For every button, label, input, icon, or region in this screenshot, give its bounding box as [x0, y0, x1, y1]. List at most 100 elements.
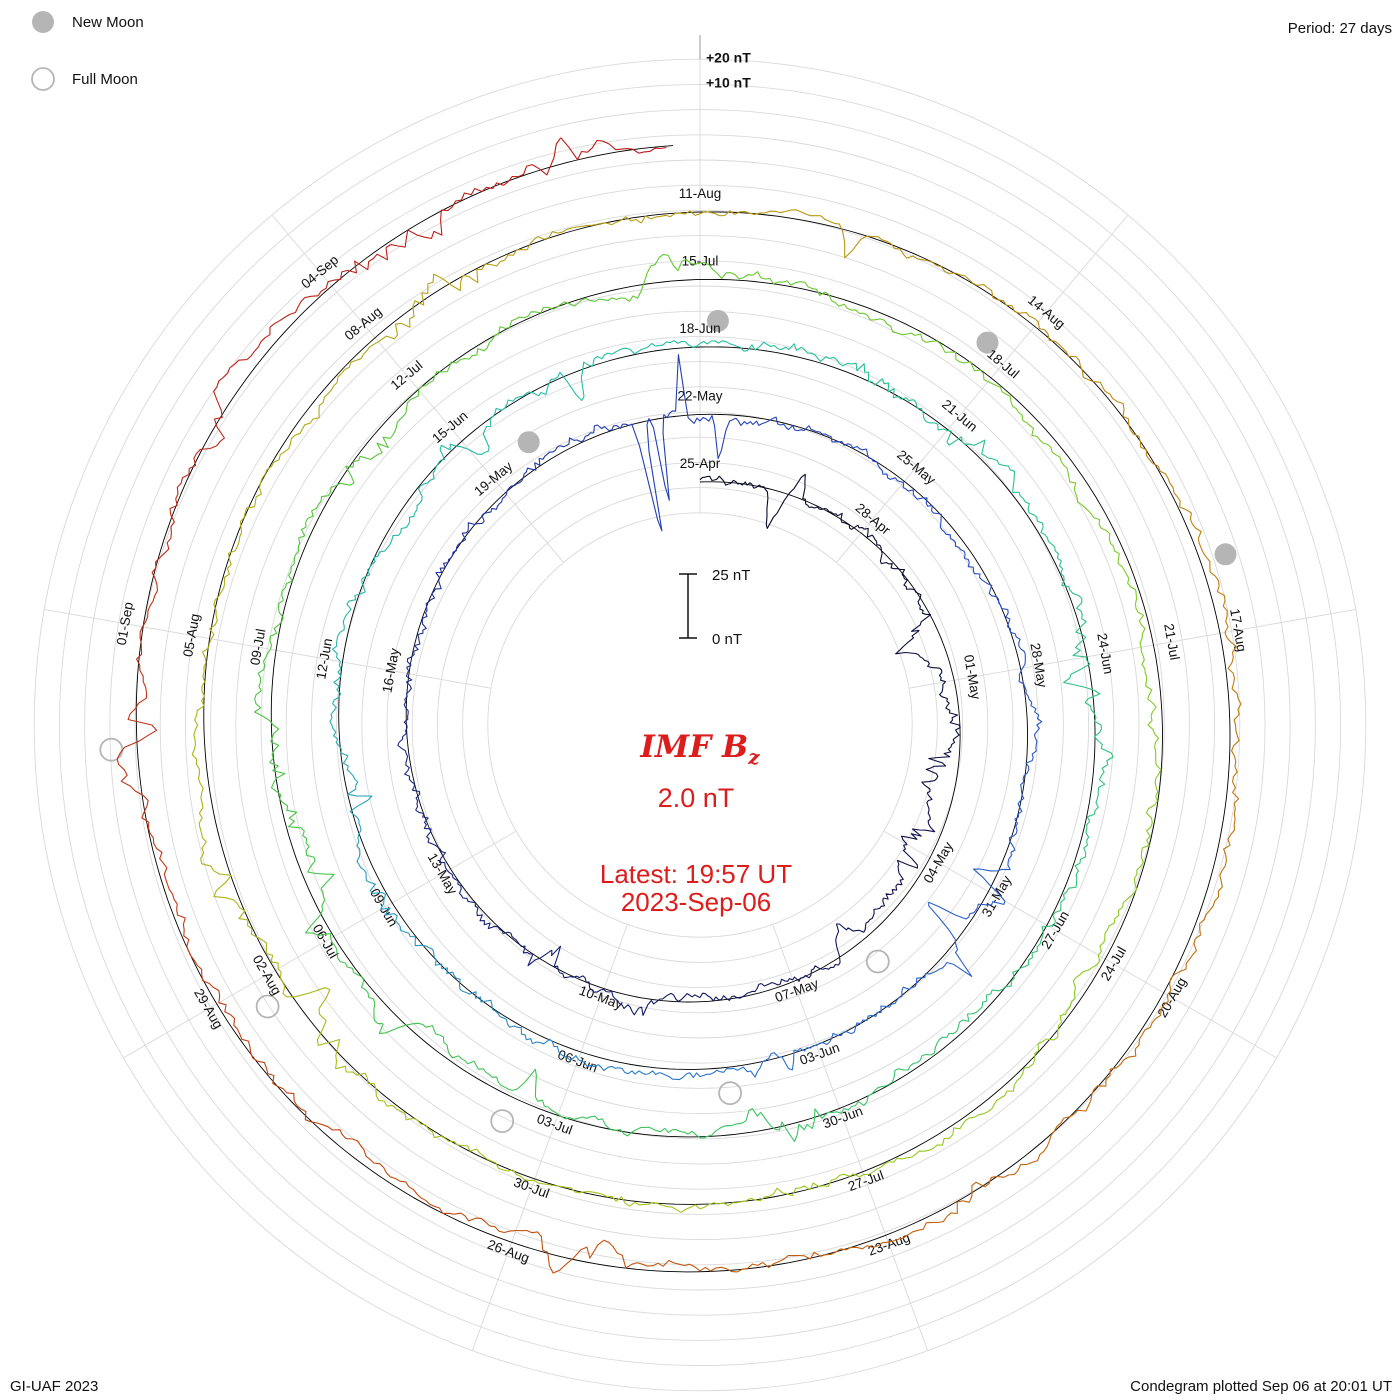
date-label: 18-Jun	[679, 321, 720, 336]
bz-trace-segment	[1014, 781, 1025, 820]
bz-trace-segment	[593, 423, 630, 434]
bz-trace-segment	[191, 754, 204, 814]
bz-trace-segment	[1040, 526, 1063, 570]
bz-trace-segment	[475, 1065, 518, 1091]
bz-trace-segment	[833, 356, 873, 383]
bz-trace-segment	[1219, 819, 1236, 882]
chart-title-main: IMF B	[639, 729, 748, 765]
grid-circle	[109, 134, 1291, 1316]
bz-trace-segment	[218, 1002, 254, 1059]
bz-trace-segment	[946, 1175, 997, 1217]
bz-trace-segment	[841, 441, 874, 462]
bz-trace-segment	[776, 473, 810, 514]
new-moon-icon	[32, 11, 54, 33]
bz-trace-segment	[643, 1201, 701, 1213]
bz-trace-segment	[336, 341, 379, 383]
bz-trace-segment	[1122, 856, 1144, 908]
bz-trace-segment	[378, 300, 425, 343]
bz-trace-segment	[441, 967, 477, 995]
bz-trace-segment	[932, 261, 988, 289]
bz-trace-segment	[447, 870, 468, 899]
bz-trace-segment	[919, 1030, 958, 1061]
bz-trace-segment	[792, 965, 823, 982]
baseline-spiral	[135, 145, 1231, 1273]
bz-trace-segment	[901, 823, 936, 845]
date-label: 14-Aug	[1025, 292, 1068, 331]
spiral-baseline	[135, 145, 1231, 1273]
bz-trace-segment	[297, 504, 319, 552]
bz-trace-segment	[380, 907, 416, 938]
imf-bz-trace	[116, 137, 1242, 1274]
bz-trace-segment	[632, 146, 667, 154]
bz-trace-segment	[611, 342, 656, 355]
bz-trace-segment	[589, 1191, 645, 1207]
bz-trace-segment	[116, 758, 150, 823]
bz-trace-segment	[425, 572, 442, 608]
bz-trace-segment	[873, 460, 904, 483]
bz-trace-segment	[883, 872, 904, 900]
full-moon-marker	[865, 949, 890, 974]
grid-circle	[436, 461, 964, 989]
bz-trace-segment	[1134, 594, 1146, 648]
bz-trace-segment	[636, 1259, 701, 1272]
bz-trace-segment	[191, 695, 205, 755]
bz-trace-segment	[441, 182, 504, 212]
bz-trace-segment	[743, 341, 790, 352]
bz-trace-segment	[1140, 804, 1155, 858]
date-label: 09-Jul	[247, 628, 268, 667]
bz-trace-segment	[1081, 504, 1115, 547]
grid-circle	[159, 184, 1241, 1266]
bz-trace-segment	[406, 640, 421, 674]
bz-trace-segment	[301, 382, 338, 430]
date-label: 29-Aug	[191, 986, 226, 1031]
bz-trace-segment	[1231, 693, 1242, 757]
bz-trace-segment	[573, 975, 604, 993]
bz-trace-segment	[699, 992, 733, 1002]
date-label: 28-Apr	[853, 500, 894, 538]
bz-trace-segment	[699, 1262, 764, 1273]
bz-trace-segment	[962, 1090, 1008, 1125]
bz-trace-segment	[361, 545, 390, 580]
latest-time-line: Latest: 19:57 UT	[600, 859, 792, 889]
bz-trace-segment	[418, 359, 461, 391]
bz-trace-segment	[560, 137, 633, 161]
full-moon-icon	[31, 67, 55, 91]
full-moon-marker	[99, 737, 124, 762]
bz-trace-segment	[778, 1044, 817, 1071]
bz-trace-segment	[1224, 632, 1238, 695]
bz-trace-segment	[1070, 954, 1101, 1002]
bz-trace-segment	[896, 844, 919, 874]
bz-trace-segment	[1166, 938, 1197, 996]
bz-trace-segment	[853, 1005, 886, 1033]
bz-trace-segment	[1037, 1001, 1072, 1045]
date-label: 22-May	[677, 389, 722, 404]
bz-trace-segment	[646, 253, 701, 274]
credit-label: GI-UAF 2023	[10, 1378, 98, 1395]
bz-trace-segment	[398, 707, 409, 743]
bz-trace-segment	[699, 210, 761, 217]
bz-trace-segment	[956, 995, 988, 1032]
bz-trace-segment	[948, 710, 961, 741]
bz-trace-segment	[1037, 321, 1081, 367]
bz-trace-segment	[1147, 698, 1160, 752]
bz-trace-segment	[1122, 409, 1154, 464]
bz-trace-segment	[1152, 463, 1192, 514]
bz-trace-segment	[921, 765, 939, 794]
bz-trace-segment	[209, 582, 226, 640]
date-label: 13-May	[425, 851, 461, 898]
grid-circle	[235, 260, 1165, 1190]
bz-trace-segment	[930, 505, 951, 539]
bz-trace-segment	[252, 1057, 298, 1106]
bz-trace-segment	[296, 1104, 353, 1140]
bz-trace-segment	[254, 648, 272, 700]
grid-circle	[84, 109, 1316, 1341]
bz-trace-segment	[316, 1008, 341, 1069]
bz-trace-segment	[476, 249, 528, 283]
new-moon-marker	[706, 309, 729, 332]
bz-trace-segment	[343, 579, 366, 619]
date-label: 04-May	[920, 839, 956, 886]
bz-trace-segment	[388, 512, 416, 546]
bz-trace-segment	[950, 538, 974, 568]
bz-trace-segment	[414, 936, 443, 969]
grid-circle	[210, 235, 1190, 1215]
